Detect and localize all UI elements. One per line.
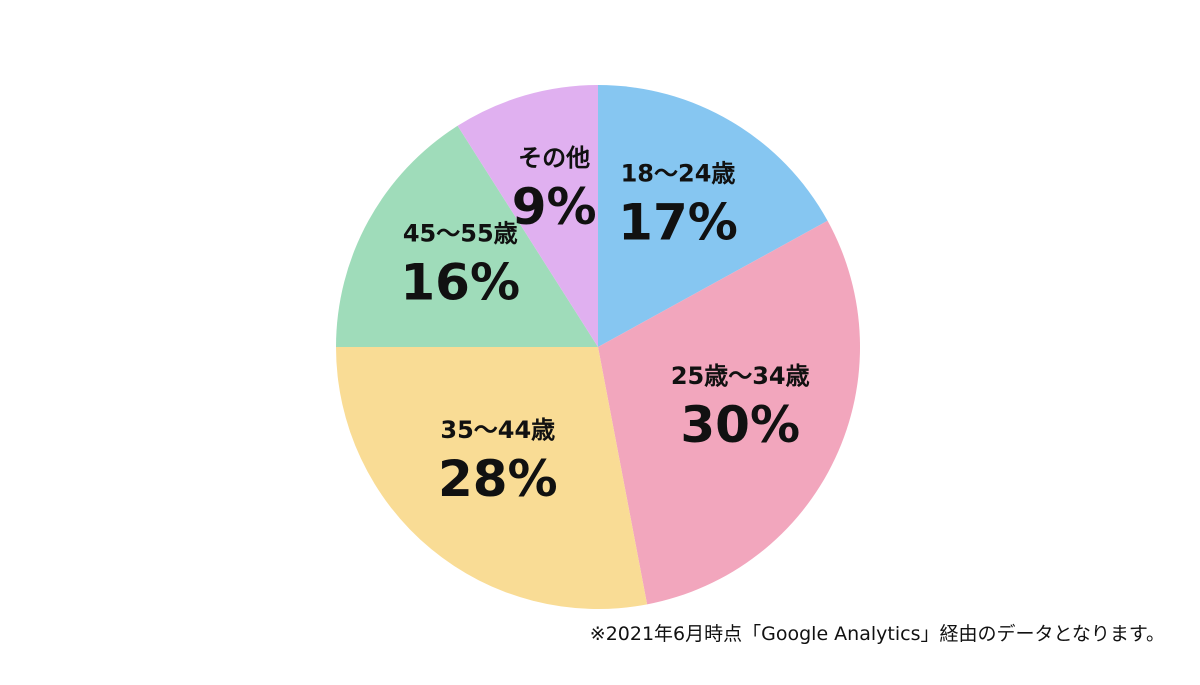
slice-value: 30% bbox=[680, 396, 800, 454]
slice-value: 9% bbox=[512, 178, 597, 236]
pie-slice bbox=[598, 85, 828, 347]
slice-category: 45〜55歳 bbox=[403, 219, 518, 247]
slice-category: その他 bbox=[518, 144, 590, 172]
slice-category: 18〜24歳 bbox=[621, 160, 736, 188]
pie-slice bbox=[457, 85, 598, 347]
pie-slice bbox=[336, 347, 648, 609]
slice-value: 16% bbox=[400, 253, 520, 311]
slice-category: 25歳〜34歳 bbox=[671, 362, 810, 390]
pie bbox=[336, 85, 860, 609]
slice-value: 28% bbox=[438, 450, 558, 508]
pie-slice bbox=[598, 220, 860, 605]
pie-slice bbox=[336, 125, 598, 347]
footnote: ※2021年6月時点「Google Analytics」経由のデータとなります。 bbox=[590, 623, 1165, 645]
slice-category: 35〜44歳 bbox=[440, 416, 555, 444]
labels: 18〜24歳 17% 25歳〜34歳 30% 35〜44歳 28% 45〜55歳 16% その他… bbox=[400, 144, 809, 508]
slice-value: 17% bbox=[618, 194, 738, 252]
